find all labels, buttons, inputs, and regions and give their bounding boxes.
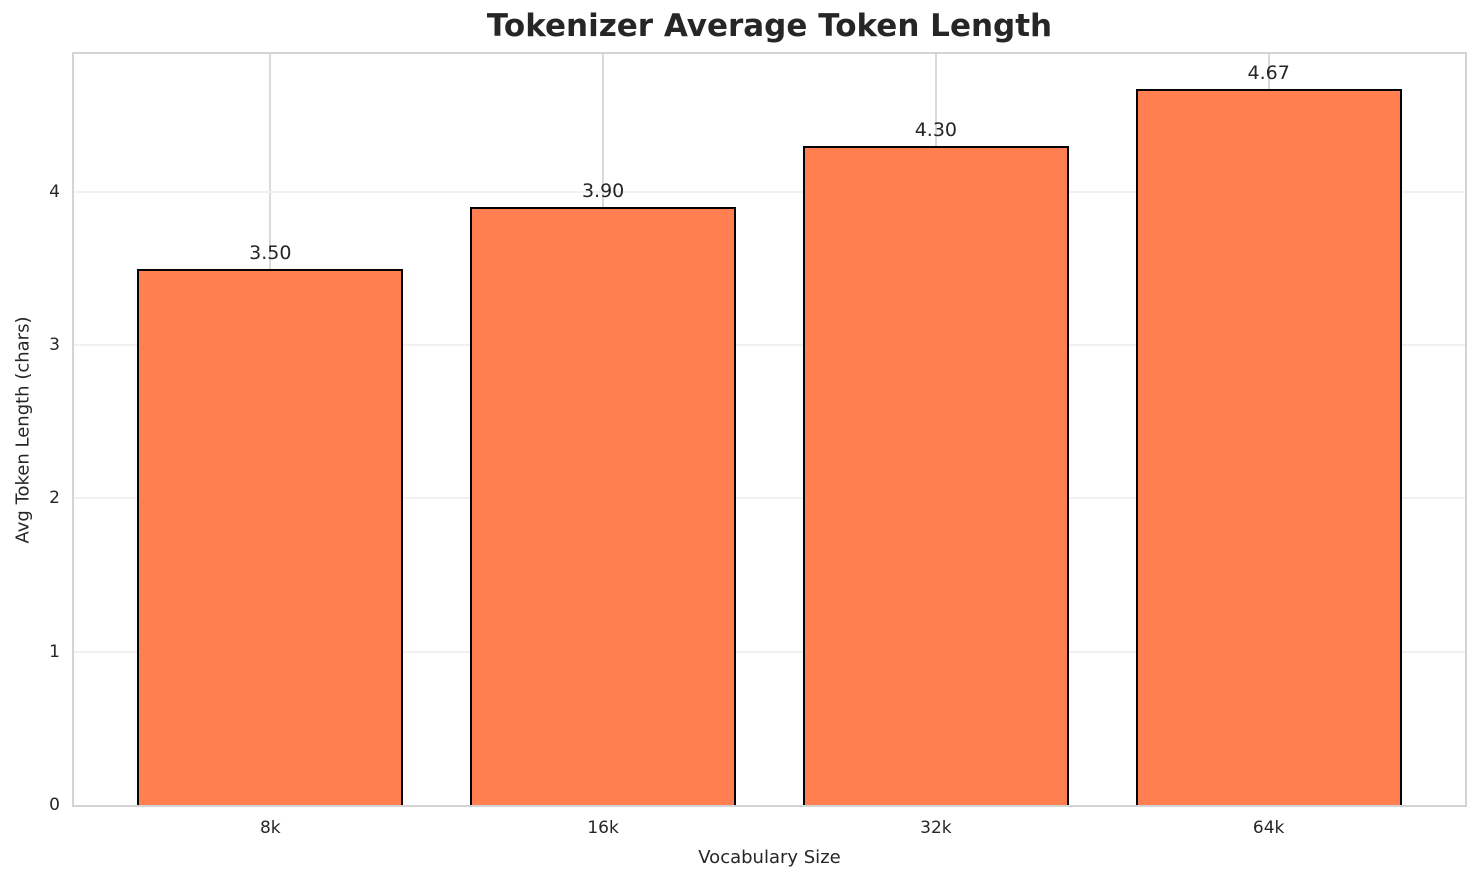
- y-tick-label: 3: [49, 335, 60, 356]
- x-tick-label: 16k: [587, 818, 619, 838]
- bar-value-label: 4.67: [1247, 62, 1290, 85]
- y-axis-label: Avg Token Length (chars): [12, 316, 34, 544]
- h-gridline: [74, 650, 1465, 653]
- y-tick-label: 1: [49, 641, 60, 662]
- bar: [470, 207, 737, 805]
- bar-value-label: 4.30: [914, 118, 958, 141]
- chart-title: Tokenizer Average Token Length: [486, 8, 1053, 44]
- bar-value-label: 3.50: [249, 241, 292, 264]
- x-axis-tick-labels: 8k 16k 32k 64k: [74, 807, 1465, 847]
- x-tick-label: 64k: [1252, 818, 1285, 838]
- y-tick-label: 4: [49, 181, 60, 202]
- h-gridline: [74, 497, 1465, 500]
- bar: [1135, 89, 1402, 805]
- x-tick-label: 32k: [920, 818, 952, 838]
- bar-value-label: 3.90: [581, 180, 625, 203]
- y-tick-label: 0: [49, 795, 60, 815]
- y-axis-tick-labels: 0 1 2 3 4: [0, 54, 60, 815]
- h-gridline: [74, 344, 1465, 347]
- plot-area: 3.50 3.90 4.30 4.67: [72, 52, 1467, 807]
- x-tick-label: 8k: [259, 818, 281, 838]
- x-axis-label: Vocabulary Size: [698, 847, 841, 868]
- bar: [137, 268, 404, 805]
- h-gridline: [74, 190, 1465, 193]
- y-tick-label: 2: [49, 488, 60, 509]
- bar: [802, 145, 1069, 805]
